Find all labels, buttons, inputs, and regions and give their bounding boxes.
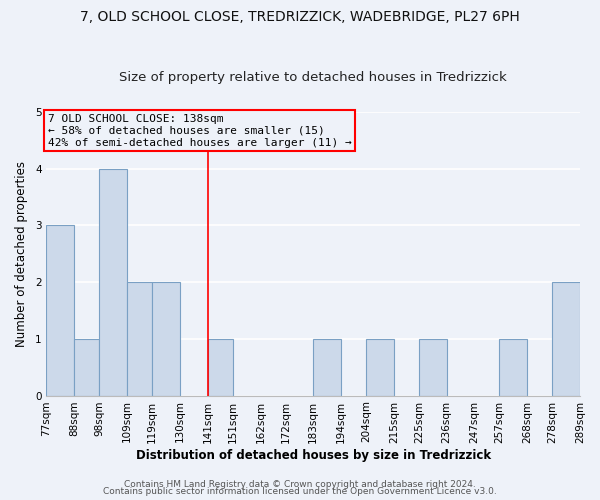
- Title: Size of property relative to detached houses in Tredrizzick: Size of property relative to detached ho…: [119, 72, 507, 85]
- X-axis label: Distribution of detached houses by size in Tredrizzick: Distribution of detached houses by size …: [136, 450, 491, 462]
- Bar: [499, 339, 527, 396]
- Bar: [46, 226, 74, 396]
- Bar: [74, 339, 99, 396]
- Bar: [99, 169, 127, 396]
- Text: Contains HM Land Registry data © Crown copyright and database right 2024.: Contains HM Land Registry data © Crown c…: [124, 480, 476, 489]
- Bar: [419, 339, 446, 396]
- Text: 7, OLD SCHOOL CLOSE, TREDRIZZICK, WADEBRIDGE, PL27 6PH: 7, OLD SCHOOL CLOSE, TREDRIZZICK, WADEBR…: [80, 10, 520, 24]
- Bar: [313, 339, 341, 396]
- Bar: [208, 339, 233, 396]
- Text: Contains public sector information licensed under the Open Government Licence v3: Contains public sector information licen…: [103, 487, 497, 496]
- Y-axis label: Number of detached properties: Number of detached properties: [15, 161, 28, 347]
- Bar: [553, 282, 580, 396]
- Bar: [127, 282, 152, 396]
- Text: 7 OLD SCHOOL CLOSE: 138sqm
← 58% of detached houses are smaller (15)
42% of semi: 7 OLD SCHOOL CLOSE: 138sqm ← 58% of deta…: [47, 114, 352, 148]
- Bar: [366, 339, 394, 396]
- Bar: [152, 282, 180, 396]
